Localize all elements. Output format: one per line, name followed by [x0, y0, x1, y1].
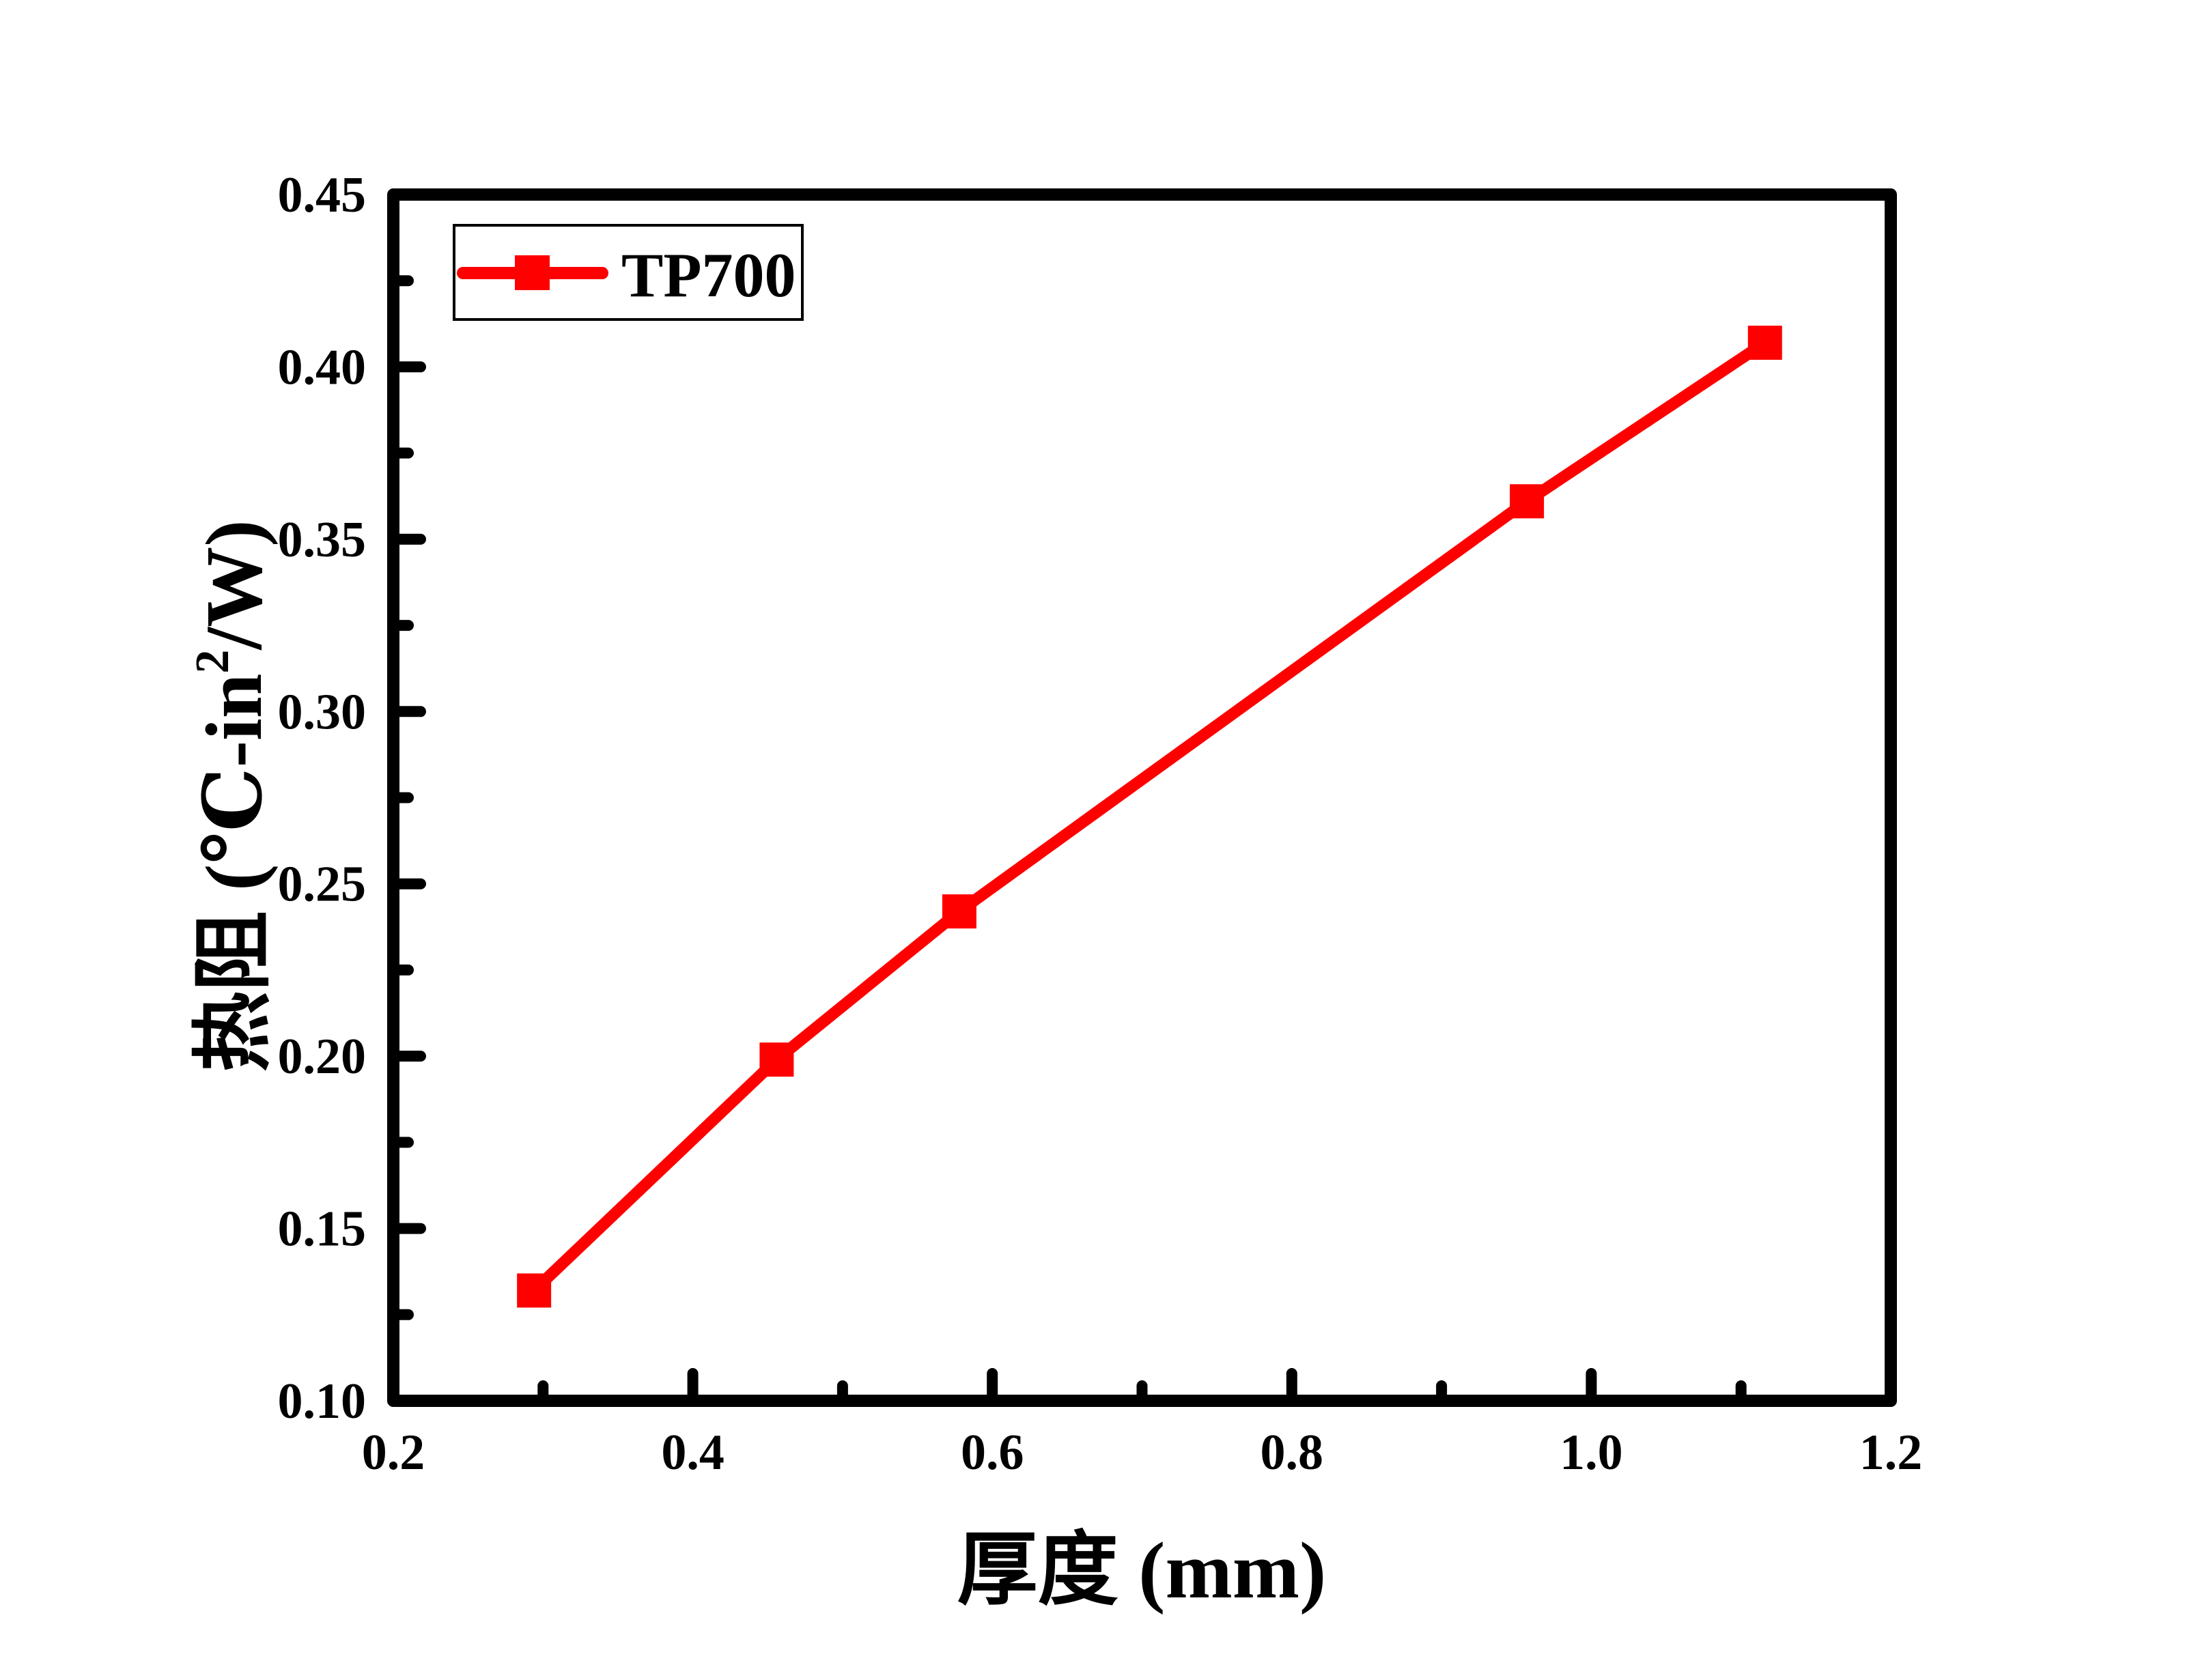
y-axis-tick-labels: 0.10 0.15 0.20 0.25 0.30 0.35 0.40 0.45	[278, 167, 367, 1429]
data-point-square-marker-icon	[1510, 484, 1545, 519]
x-tick-label: 1.2	[1859, 1425, 1923, 1481]
y-tick-label: 0.35	[278, 512, 367, 568]
data-point-square-marker-icon	[942, 894, 976, 929]
y-axis-title-prefix: 热阻 (℃-in	[189, 674, 279, 1072]
x-tick-label: 0.4	[661, 1425, 724, 1481]
y-tick-label: 0.20	[278, 1029, 367, 1085]
y-tick-label: 0.15	[278, 1201, 367, 1257]
series-layer	[517, 326, 1782, 1308]
y-tick-label: 0.25	[278, 857, 367, 913]
x-tick-label: 0.6	[961, 1425, 1024, 1481]
data-point-square-marker-icon	[1747, 326, 1782, 360]
y-axis-title: 热阻 (℃-in2/W)	[186, 520, 279, 1072]
y-axis-title-superscript: 2	[186, 650, 239, 674]
x-tick-label: 0.8	[1261, 1425, 1324, 1481]
data-point-square-marker-icon	[517, 1273, 552, 1308]
legend-square-marker-icon	[515, 255, 550, 290]
x-tick-label: 0.2	[362, 1425, 425, 1481]
y-tick-label: 0.40	[278, 339, 367, 395]
legend-label-tp700: TP700	[621, 240, 796, 310]
y-tick-label: 0.30	[278, 684, 367, 740]
plot-frame	[387, 188, 1897, 1407]
x-tick-label: 1.0	[1560, 1425, 1623, 1481]
y-tick-label: 0.45	[278, 167, 367, 223]
y-tick-label: 0.10	[278, 1373, 367, 1429]
y-axis-title-suffix: /W)	[189, 520, 279, 651]
legend: TP700	[453, 224, 804, 321]
data-point-square-marker-icon	[759, 1042, 794, 1077]
x-axis-tick-labels: 0.2 0.4 0.6 0.8 1.0 1.2	[362, 1425, 1923, 1481]
x-axis-title: 厚度 (mm)	[957, 1526, 1327, 1615]
y-axis-title-group: 热阻 (℃-in2/W)	[186, 520, 279, 1072]
